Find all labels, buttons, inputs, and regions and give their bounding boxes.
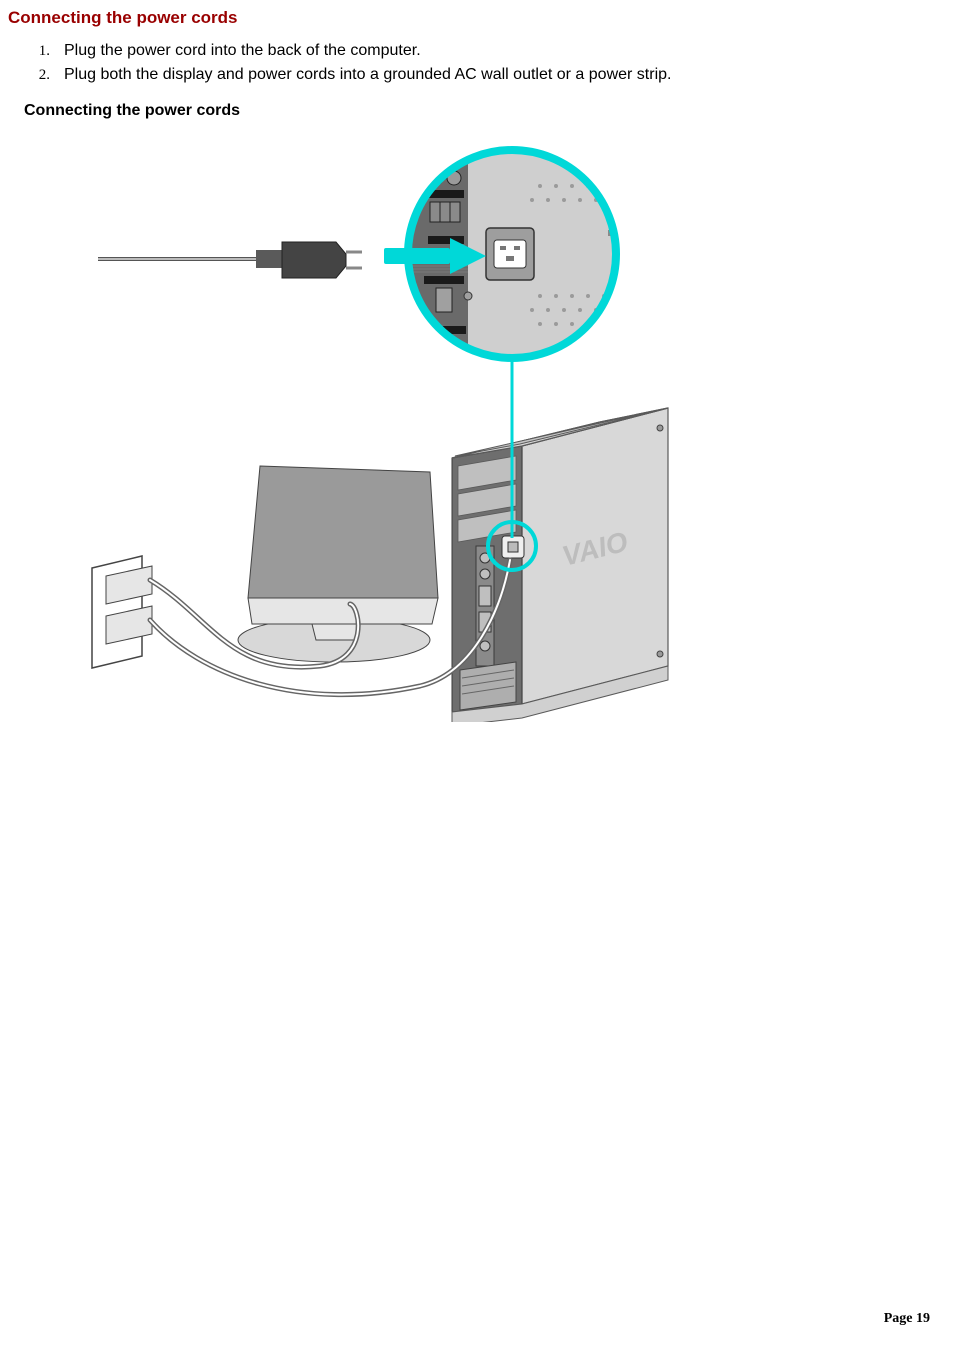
figure-illustration: VAIO (0, 146, 954, 722)
figure-caption: Connecting the power cords (24, 102, 954, 120)
page: Connecting the power cords 1. Plug the p… (0, 0, 954, 1351)
step-text: Plug the power cord into the back of the… (64, 42, 421, 60)
page-number: Page 19 (884, 1311, 930, 1327)
power-cord-icon (98, 242, 362, 278)
magnifier-icon (384, 146, 628, 366)
step-number: 2. (8, 67, 50, 84)
monitor-icon (238, 466, 438, 662)
step-row: 1. Plug the power cord into the back of … (8, 42, 954, 60)
step-number: 1. (8, 43, 50, 60)
step-row: 2. Plug both the display and power cords… (8, 66, 954, 84)
tower-icon: VAIO (452, 408, 668, 722)
section-title: Connecting the power cords (8, 8, 954, 28)
steps-list: 1. Plug the power cord into the back of … (8, 42, 954, 84)
diagram-svg: VAIO (0, 146, 954, 722)
step-text: Plug both the display and power cords in… (64, 66, 671, 84)
wall-outlet-icon (92, 556, 152, 668)
